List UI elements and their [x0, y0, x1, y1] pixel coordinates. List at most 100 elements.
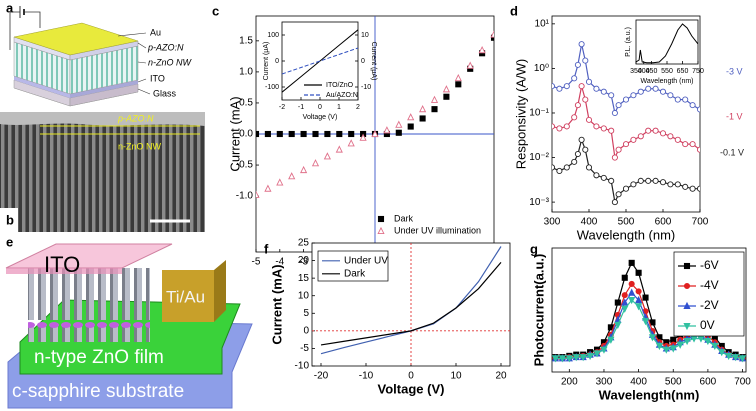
panel-label: c — [212, 3, 219, 18]
marker — [621, 292, 628, 299]
marker — [652, 177, 659, 184]
marker — [611, 199, 618, 206]
marker — [585, 116, 593, 123]
marker — [455, 81, 462, 88]
marker — [572, 354, 580, 362]
marker — [670, 336, 677, 343]
marker — [637, 177, 644, 184]
y2-tick-label: 10 — [361, 32, 369, 39]
marker — [725, 352, 733, 361]
marker — [336, 130, 343, 138]
ito-layer — [70, 80, 138, 98]
y-tick-label: -100 — [265, 84, 279, 91]
marker — [622, 141, 630, 148]
x-tick-label: -10 — [359, 371, 374, 382]
x-tick-label: 750 — [692, 68, 704, 75]
marker — [586, 352, 594, 361]
x-tick-label: 550 — [661, 68, 673, 75]
diagram-label: c-sapphire substrate — [12, 381, 184, 402]
marker — [682, 141, 689, 148]
y-tick-label: 10 — [298, 290, 310, 301]
x-axis-label: Wavelength (nm) — [640, 78, 693, 85]
marker — [371, 129, 379, 138]
x-tick-label: 1 — [337, 104, 341, 111]
marker — [552, 355, 560, 363]
series-line — [636, 23, 698, 64]
x-tick-label: 350 — [630, 68, 642, 75]
y-tick-label: 100 — [267, 32, 279, 39]
x-tick-label: 600 — [655, 217, 672, 228]
marker — [383, 126, 391, 134]
marker — [311, 159, 320, 167]
marker — [645, 85, 652, 92]
marker — [600, 125, 607, 132]
x-axis-label: Voltage (V) — [378, 381, 445, 396]
marker — [582, 146, 589, 153]
marker — [552, 164, 556, 171]
marker — [667, 181, 674, 188]
x-tick-label: 300 — [596, 377, 613, 388]
marker — [552, 83, 556, 90]
marker — [578, 136, 585, 143]
marker — [563, 123, 570, 130]
series-group — [256, 30, 494, 198]
y2-axis-label: Current (μA) — [370, 42, 377, 81]
x-tick-label: -2 — [279, 104, 285, 111]
x-axis-label: Voltage (V) — [303, 114, 338, 121]
legend-label: -4V — [700, 278, 719, 292]
y-tick-label: -1.0 — [236, 191, 254, 202]
marker — [608, 92, 615, 99]
x-tick-label: 300 — [544, 217, 561, 228]
marker — [732, 354, 740, 362]
y2-tick-label: 0 — [361, 58, 365, 65]
x-axis-label: Wavelength (nm) — [577, 227, 676, 242]
marker — [611, 109, 618, 117]
marker — [696, 106, 700, 113]
image-label: p-AZO:N — [117, 113, 154, 123]
legend-box — [317, 250, 389, 282]
plot-frame — [635, 19, 699, 65]
x-tick-label: 700 — [692, 217, 709, 228]
y2-tick-label: -10 — [361, 84, 371, 91]
marker — [645, 127, 652, 134]
marker — [682, 96, 689, 103]
marker — [565, 355, 573, 363]
marker — [718, 349, 726, 357]
legend-label: -6V — [700, 258, 719, 272]
marker — [659, 88, 667, 95]
diagram-label: ITO — [44, 252, 80, 277]
marker — [652, 127, 659, 134]
marker — [615, 191, 622, 198]
legend-label: ITO/ZnO — [326, 82, 354, 89]
series-label: -3 V — [726, 66, 743, 76]
marker — [454, 73, 462, 82]
layer-label: n-ZnO NW — [148, 57, 193, 67]
y-tick-label: 10¹ — [535, 18, 550, 29]
y-axis-label: Responsivity (A/W) — [513, 59, 528, 170]
legend-marker — [683, 282, 691, 290]
marker — [574, 150, 581, 158]
marker — [615, 146, 622, 153]
marker — [593, 172, 600, 179]
marker — [556, 85, 563, 92]
legend-label: Under UV — [344, 255, 388, 266]
marker — [645, 177, 652, 184]
wire — [9, 11, 20, 50]
x-tick-label: -1 — [298, 104, 304, 111]
marker — [689, 102, 696, 109]
legend-marker — [683, 322, 691, 331]
legend-marker — [683, 301, 691, 310]
wire — [24, 11, 41, 28]
marker — [600, 88, 607, 95]
marker — [600, 174, 607, 181]
marker — [652, 85, 659, 92]
y-axis-label: Photocurrent(a.u.) — [531, 254, 546, 367]
series-label: -1 V — [726, 111, 743, 121]
marker — [689, 185, 696, 192]
marker — [676, 341, 684, 349]
marker — [419, 105, 427, 113]
legend-label: Under UV illumination — [394, 225, 481, 235]
